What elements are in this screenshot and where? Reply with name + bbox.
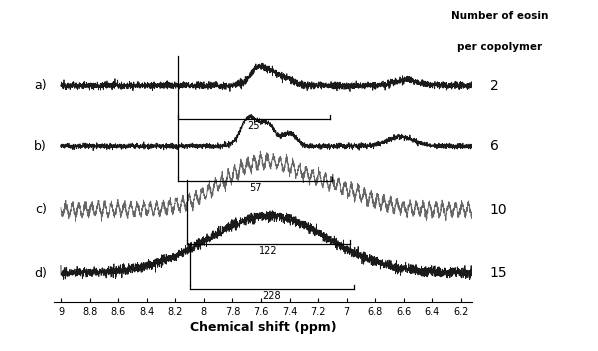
Text: 2: 2 bbox=[490, 79, 498, 93]
Text: 122: 122 bbox=[259, 246, 277, 257]
Text: Number of eosin: Number of eosin bbox=[451, 11, 548, 20]
Text: 25: 25 bbox=[248, 121, 260, 131]
Text: a): a) bbox=[34, 79, 47, 92]
Text: 228: 228 bbox=[263, 291, 281, 302]
Text: 10: 10 bbox=[490, 203, 507, 217]
Text: 15: 15 bbox=[490, 266, 507, 280]
Text: 57: 57 bbox=[249, 183, 261, 193]
Text: d): d) bbox=[34, 266, 47, 279]
Text: per copolymer: per copolymer bbox=[457, 42, 542, 52]
X-axis label: Chemical shift (ppm): Chemical shift (ppm) bbox=[190, 321, 337, 334]
Text: 6: 6 bbox=[490, 139, 499, 153]
Text: c): c) bbox=[35, 203, 47, 216]
Text: b): b) bbox=[34, 140, 47, 153]
